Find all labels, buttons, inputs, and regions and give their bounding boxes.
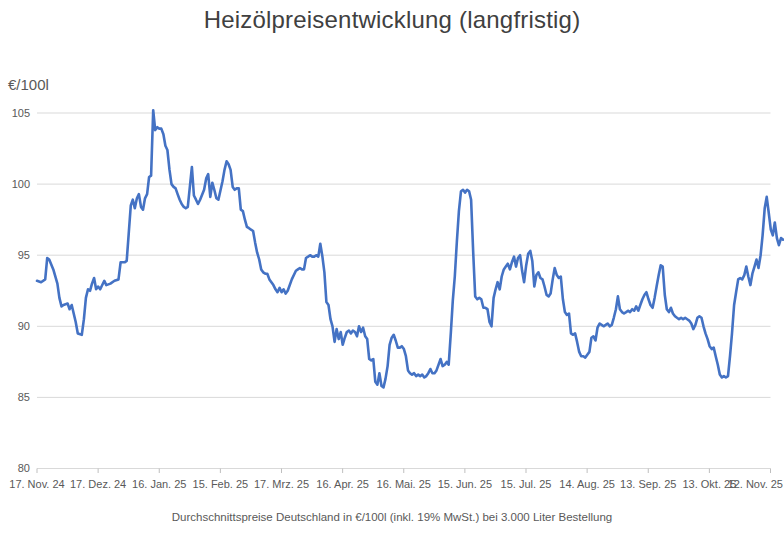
x-tick-label: 16. Jan. 25 xyxy=(132,478,186,490)
x-tick-label: 17. Mrz. 25 xyxy=(254,478,309,490)
x-tick-label: 14. Aug. 25 xyxy=(559,478,615,490)
y-tick-label: 90 xyxy=(18,320,30,332)
x-tick-label: 17. Dez. 24 xyxy=(70,478,126,490)
price-line xyxy=(37,110,783,387)
y-tick-label: 85 xyxy=(18,391,30,403)
x-tick-label: 15. Feb. 25 xyxy=(193,478,249,490)
chart-caption: Durchschnittspreise Deutschland in €/100… xyxy=(0,511,784,523)
heating-oil-price-chart: Heizölpreisentwicklung (langfristig) €/1… xyxy=(0,0,784,537)
x-tick-label: 12. Nov. 25 xyxy=(728,478,783,490)
y-tick-label: 105 xyxy=(12,107,30,119)
x-tick-label: 16. Apr. 25 xyxy=(316,478,369,490)
y-tick-label: 80 xyxy=(18,462,30,474)
x-tick-label: 16. Mai. 25 xyxy=(377,478,431,490)
x-tick-label: 15. Jun. 25 xyxy=(438,478,492,490)
x-tick-label: 13. Sep. 25 xyxy=(620,478,676,490)
price-line-plot: 105 100 95 90 85 80 17. Nov. 24 17. Dez. 24 16. … xyxy=(0,0,784,537)
x-tick-label: 17. Nov. 24 xyxy=(9,478,64,490)
y-tick-label: 95 xyxy=(18,249,30,261)
x-tick-label: 15. Jul. 25 xyxy=(501,478,552,490)
y-tick-label: 100 xyxy=(12,178,30,190)
page: { "chart": { "title": "Heizölpreisentwic… xyxy=(0,0,784,537)
